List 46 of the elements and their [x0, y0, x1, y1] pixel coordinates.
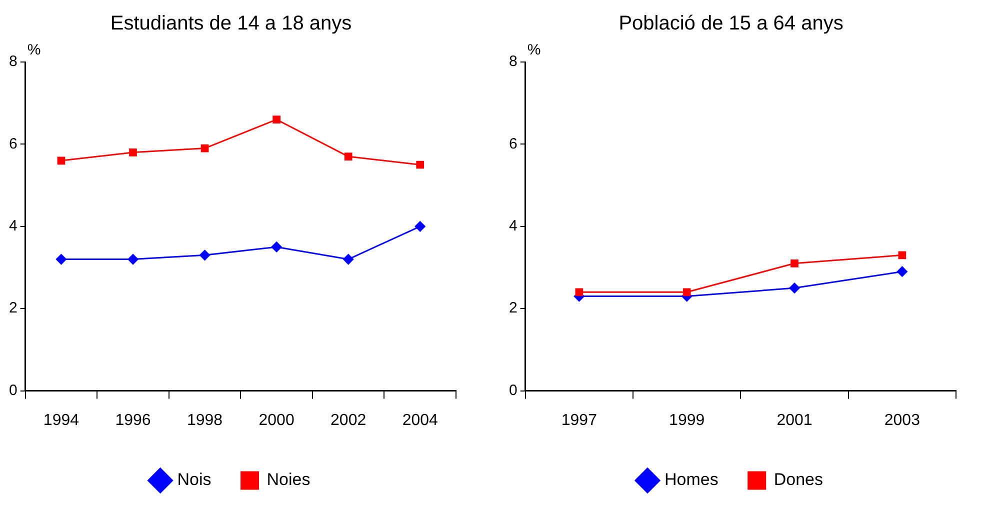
y-tick-label: 8 [9, 53, 18, 70]
x-tick-label: 2000 [258, 412, 294, 429]
point [789, 282, 800, 294]
chart-title: Població de 15 a 64 anys [618, 12, 844, 35]
point [200, 144, 209, 152]
x-tick-label: 1996 [115, 412, 151, 429]
y-tick-label: 2 [509, 300, 518, 317]
legend-label: Nois [177, 470, 212, 490]
point [271, 242, 282, 252]
point [682, 288, 691, 296]
y-tick-label: 0 [9, 382, 18, 399]
x-tick-label: 2002 [330, 412, 366, 429]
x-tick-label: 1997 [561, 412, 598, 429]
x-tick-label: 1994 [43, 412, 80, 429]
legend-label: Dones [774, 470, 823, 490]
point [898, 251, 906, 260]
y-tick-label: 0 [509, 382, 518, 399]
point [128, 254, 138, 265]
y-tick-label: 4 [9, 218, 18, 235]
y-axis-title: % [527, 42, 541, 59]
point [56, 254, 66, 265]
x-tick-label: 1998 [186, 412, 223, 429]
point [272, 116, 280, 124]
x-tick-label: 2003 [884, 412, 920, 429]
point [896, 266, 908, 277]
point [200, 250, 210, 260]
point [414, 221, 426, 232]
point [57, 156, 66, 165]
y-tick-label: 6 [509, 135, 518, 152]
y-tick-label: 6 [9, 135, 18, 152]
point [343, 254, 354, 265]
y-tick-label: 2 [9, 300, 18, 317]
point [344, 152, 352, 160]
chart-title: Estudiants de 14 a 18 anys [110, 12, 352, 35]
x-tick-label: 2001 [776, 412, 812, 429]
point [129, 148, 137, 156]
point [575, 288, 584, 296]
x-tick-label: 2004 [402, 412, 438, 429]
x-tick-label: 1999 [669, 412, 705, 429]
y-tick-label: 4 [509, 218, 518, 235]
point [416, 160, 424, 169]
legend-label: Noies [266, 470, 310, 490]
point [790, 259, 798, 268]
y-tick-label: 8 [509, 53, 518, 70]
legend-label: Homes [664, 470, 718, 490]
y-axis-title: % [27, 42, 41, 59]
